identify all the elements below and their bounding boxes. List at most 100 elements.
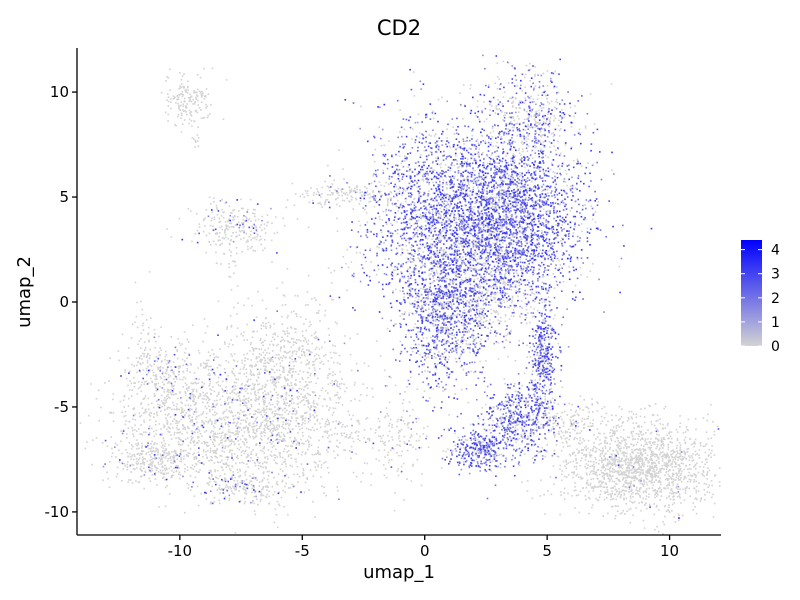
cell-point bbox=[251, 405, 253, 408]
cell-point bbox=[142, 329, 145, 331]
cell-point bbox=[188, 417, 191, 419]
cell-point bbox=[256, 498, 258, 501]
cell-point bbox=[250, 392, 252, 395]
cell-point bbox=[433, 366, 436, 369]
cell-point bbox=[504, 223, 506, 225]
cell-point bbox=[319, 362, 321, 364]
cell-point bbox=[384, 456, 386, 458]
cell-point bbox=[161, 461, 164, 463]
cell-point bbox=[250, 371, 252, 373]
cell-point bbox=[204, 405, 207, 408]
cell-point bbox=[180, 448, 182, 451]
cell-point bbox=[163, 403, 165, 405]
cell-point bbox=[179, 366, 181, 368]
cell-point bbox=[208, 372, 211, 375]
cell-point bbox=[453, 212, 455, 214]
cell-point bbox=[273, 459, 276, 462]
cell-point bbox=[470, 370, 473, 373]
cell-point bbox=[200, 363, 202, 365]
cell-point bbox=[214, 445, 216, 447]
cell-point bbox=[160, 428, 162, 430]
cell-point bbox=[266, 426, 268, 429]
cell-point bbox=[164, 402, 166, 404]
cell-point bbox=[153, 416, 155, 418]
cell-point bbox=[166, 419, 168, 422]
cell-point bbox=[431, 162, 434, 164]
cell-point bbox=[509, 224, 512, 227]
cell-point bbox=[275, 417, 278, 420]
cell-point bbox=[266, 489, 268, 491]
cell-point bbox=[201, 90, 203, 93]
cell-point bbox=[215, 262, 218, 265]
cell-point bbox=[156, 414, 159, 417]
cell-point bbox=[143, 353, 146, 355]
cell-point bbox=[512, 190, 515, 192]
cell-point bbox=[188, 118, 191, 121]
cell-point bbox=[299, 316, 302, 318]
cell-point bbox=[198, 107, 201, 109]
cell-point bbox=[536, 199, 539, 202]
cell-point bbox=[162, 367, 164, 369]
cell-point bbox=[146, 369, 148, 372]
cell-point bbox=[234, 215, 236, 218]
cell-point bbox=[276, 526, 279, 529]
cell-point bbox=[210, 449, 212, 452]
cell-point bbox=[227, 237, 229, 240]
cell-point bbox=[295, 412, 298, 415]
cell-point bbox=[362, 472, 364, 474]
cell-point bbox=[231, 455, 233, 457]
cell-point bbox=[461, 342, 464, 345]
cell-point bbox=[436, 252, 438, 255]
cell-point bbox=[132, 433, 134, 435]
cell-point bbox=[390, 191, 393, 194]
cell-point bbox=[268, 502, 271, 505]
cell-point bbox=[446, 137, 448, 139]
cell-point bbox=[160, 471, 162, 474]
cell-point bbox=[200, 364, 202, 367]
cell-point bbox=[484, 220, 487, 222]
cell-point bbox=[534, 73, 536, 76]
cell-point bbox=[565, 173, 568, 175]
cell-point bbox=[249, 384, 251, 387]
cell-point bbox=[344, 335, 346, 337]
cell-point bbox=[127, 384, 129, 387]
cell-point bbox=[297, 406, 300, 408]
cell-point bbox=[274, 429, 276, 431]
cell-point bbox=[203, 116, 206, 119]
cell-point bbox=[236, 422, 238, 425]
cell-point bbox=[427, 370, 429, 373]
cell-point bbox=[314, 355, 316, 357]
cell-point bbox=[467, 343, 470, 346]
cell-point bbox=[178, 108, 180, 110]
cell-point bbox=[435, 357, 437, 359]
cell-point bbox=[256, 360, 259, 363]
cell-point bbox=[235, 487, 237, 489]
cell-point bbox=[169, 89, 171, 91]
cell-point bbox=[121, 333, 124, 336]
cell-point bbox=[164, 479, 167, 481]
cell-point bbox=[432, 303, 434, 306]
cell-point bbox=[210, 430, 213, 432]
cell-point bbox=[257, 398, 260, 401]
cell-point bbox=[98, 420, 100, 422]
cell-point bbox=[344, 390, 346, 393]
cell-point bbox=[230, 288, 233, 291]
cell-point bbox=[459, 360, 462, 363]
cell-point bbox=[446, 220, 449, 222]
cell-point bbox=[345, 387, 348, 389]
cell-point bbox=[510, 329, 512, 331]
cell-point bbox=[209, 380, 211, 383]
cell-point bbox=[284, 351, 287, 353]
cell-point bbox=[175, 464, 178, 467]
cell-point bbox=[210, 438, 212, 441]
cell-point bbox=[196, 416, 198, 418]
cell-point bbox=[86, 441, 88, 443]
cell-point bbox=[374, 160, 376, 163]
cell-point bbox=[266, 470, 269, 473]
cell-point bbox=[486, 239, 488, 242]
cell-point bbox=[196, 229, 199, 232]
cell-point bbox=[418, 258, 420, 260]
cell-point bbox=[231, 370, 233, 372]
cell-point bbox=[446, 326, 449, 329]
cell-point bbox=[450, 316, 453, 318]
